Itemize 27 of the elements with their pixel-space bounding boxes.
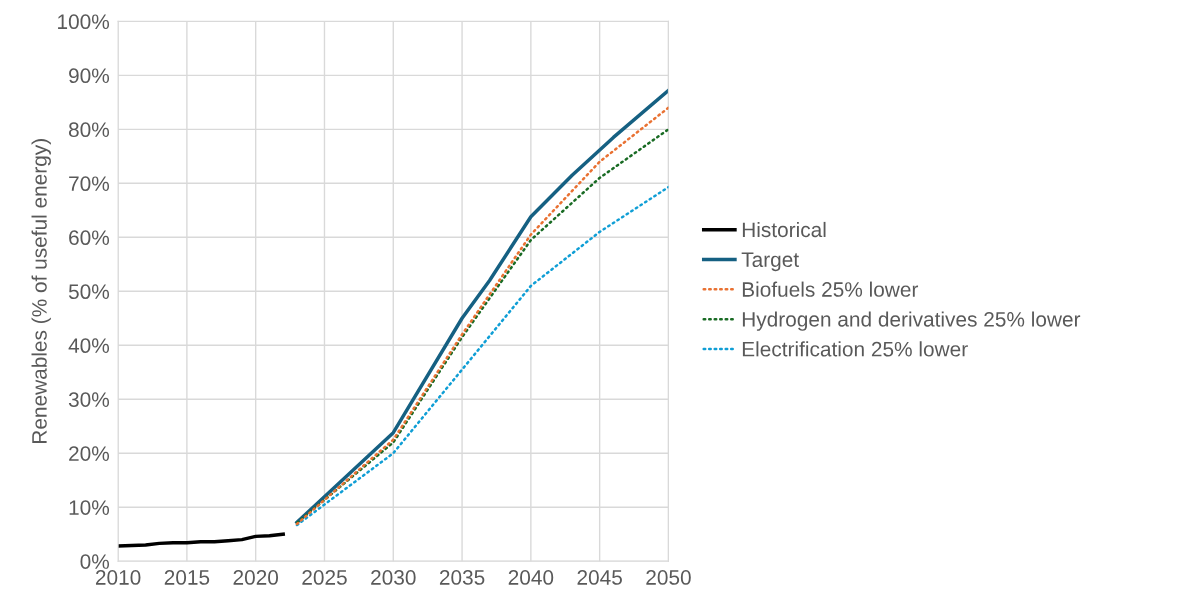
y-tick-label: 20% xyxy=(69,446,110,461)
y-tick-label: 90% xyxy=(69,68,110,84)
x-tick-label: 2020 xyxy=(233,570,279,585)
legend-label: Hydrogen and derivatives 25% lower xyxy=(742,311,1081,331)
y-tick-label: 40% xyxy=(68,338,110,354)
x-tick-label: 2035 xyxy=(439,570,485,585)
y-tick-label: 0% xyxy=(80,554,110,569)
x-tick-label: 2015 xyxy=(164,570,210,585)
x-tick-label: 2030 xyxy=(371,570,416,585)
y-tick-label: 100% xyxy=(58,14,110,30)
y-tick-label: 30% xyxy=(68,392,110,407)
y-tick-label: 50% xyxy=(68,284,110,300)
y-tick-label: 10% xyxy=(69,500,110,515)
x-tick-label: 2010 xyxy=(95,570,141,585)
x-tick-label: 2040 xyxy=(508,570,554,585)
y-tick-label: 80% xyxy=(68,122,110,138)
x-tick-label: 2050 xyxy=(646,570,691,585)
y-tick-label: 60% xyxy=(69,230,110,246)
line-series xyxy=(118,532,285,548)
x-tick-label: 2025 xyxy=(302,570,347,585)
legend-label: Target xyxy=(741,252,799,272)
y-tick-label: 70% xyxy=(69,176,110,192)
x-tick-label: 2045 xyxy=(577,570,622,585)
legend-label: Electrification 25% lower xyxy=(742,341,968,357)
legend-label: Historical xyxy=(742,221,826,238)
y-axis-title: Renewables (% of useful energy) xyxy=(31,139,51,443)
legend-label: Biofuels 25% lower xyxy=(742,281,919,297)
